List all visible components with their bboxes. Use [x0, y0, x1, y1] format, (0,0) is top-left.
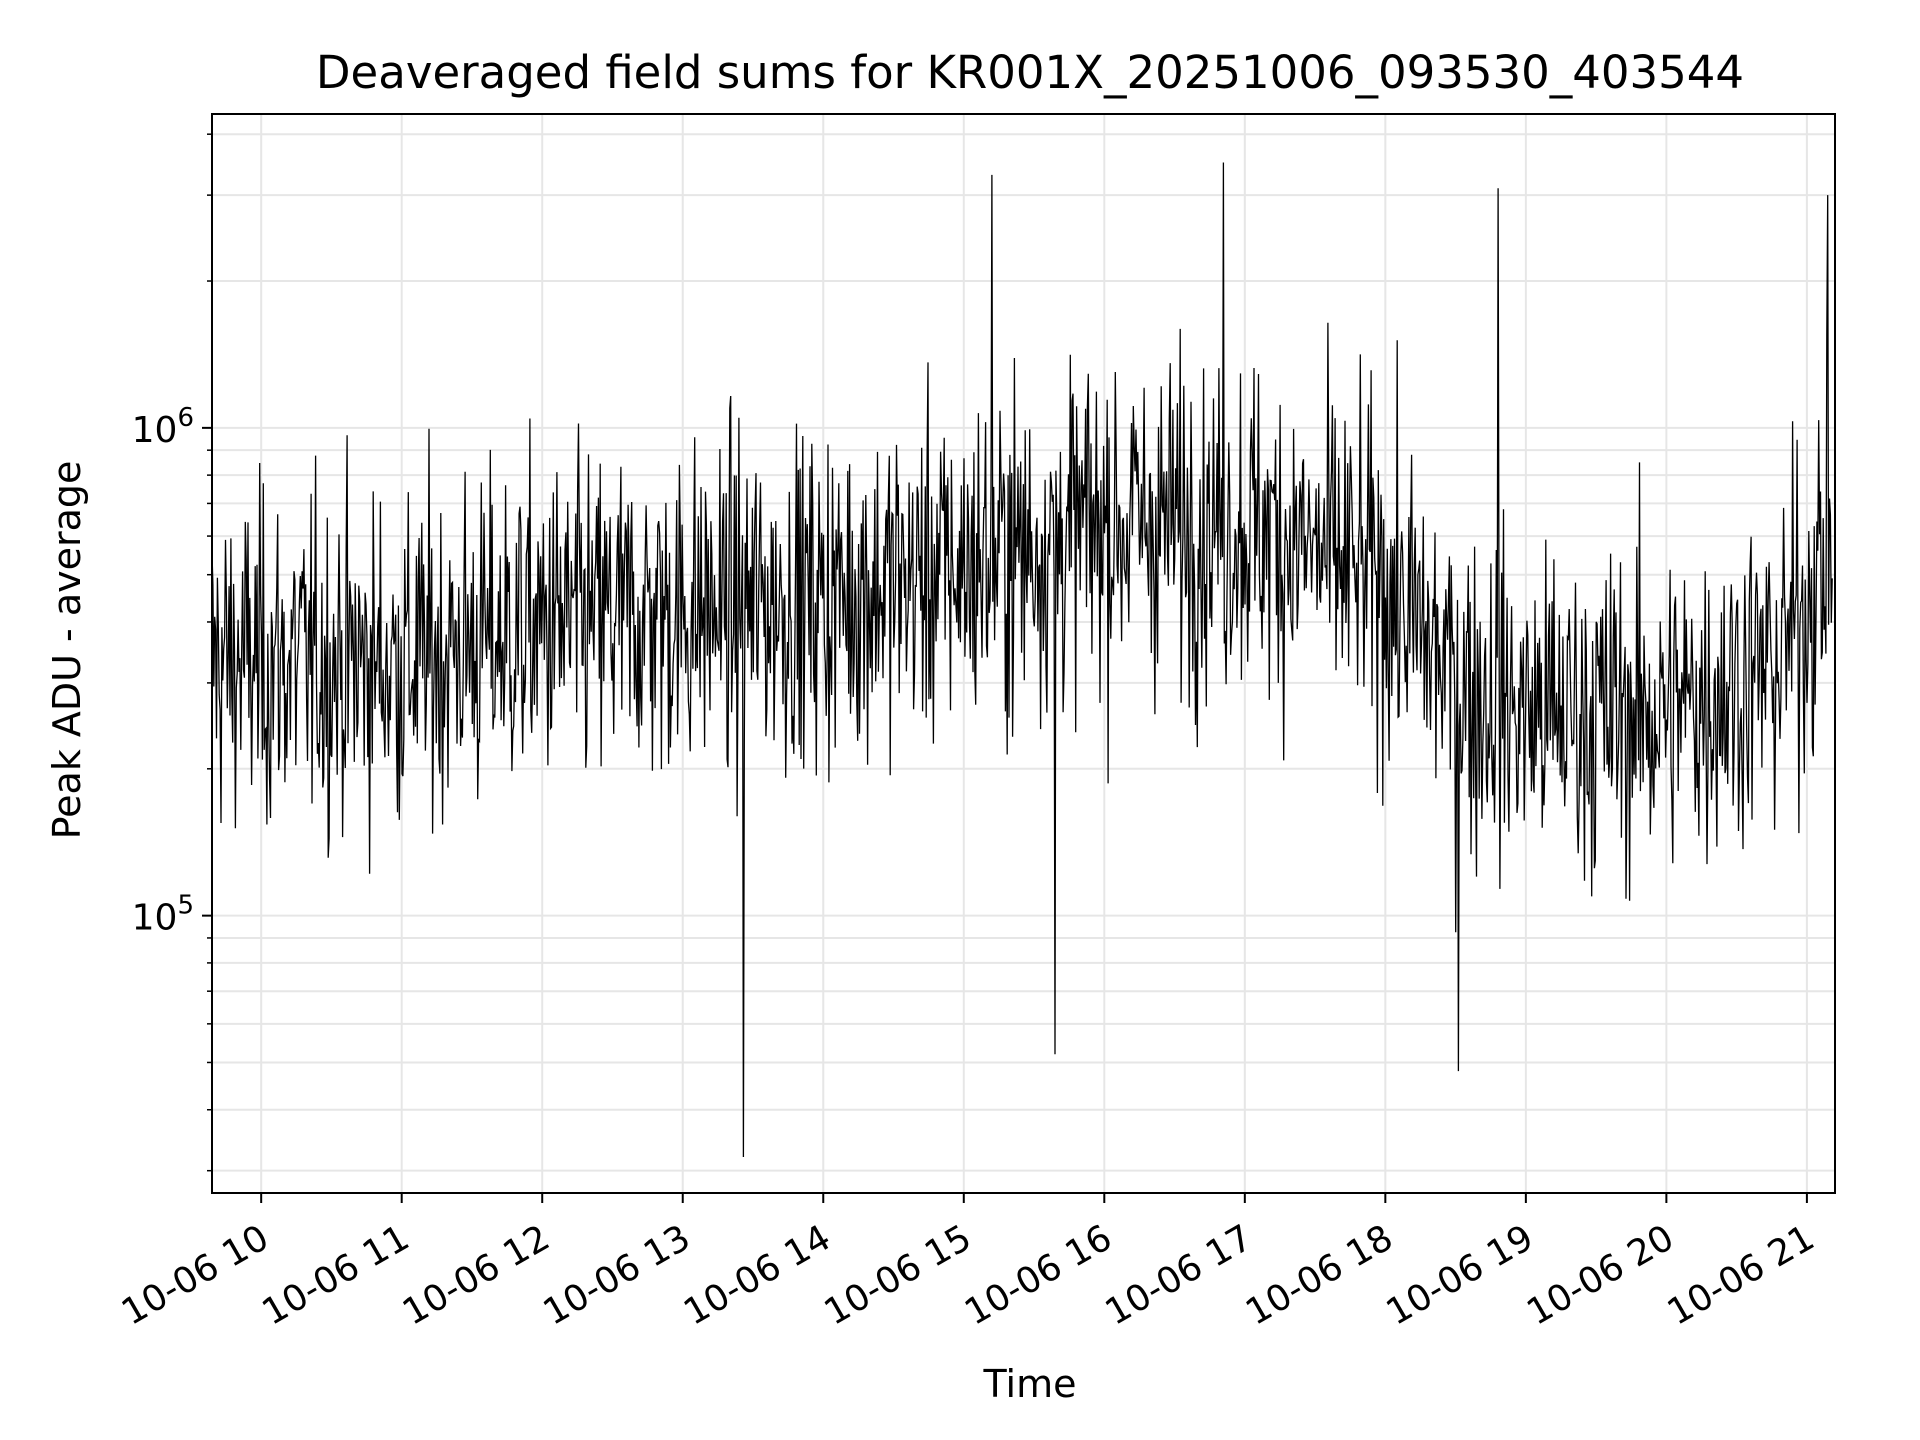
- x-axis-label: Time: [983, 1362, 1077, 1406]
- y-tick-label: 106: [132, 403, 194, 451]
- y-tick-label: 105: [132, 891, 194, 939]
- plot-area: [211, 162, 1833, 1158]
- chart-title: Deaveraged field sums for KR001X_2025100…: [316, 46, 1744, 99]
- y-axis-ticks: 105 106: [132, 133, 212, 1172]
- y-axis-label: Peak ADU - average: [45, 461, 89, 840]
- series-line-field-sums: [211, 162, 1833, 1158]
- axes-frame: [211, 113, 1836, 1194]
